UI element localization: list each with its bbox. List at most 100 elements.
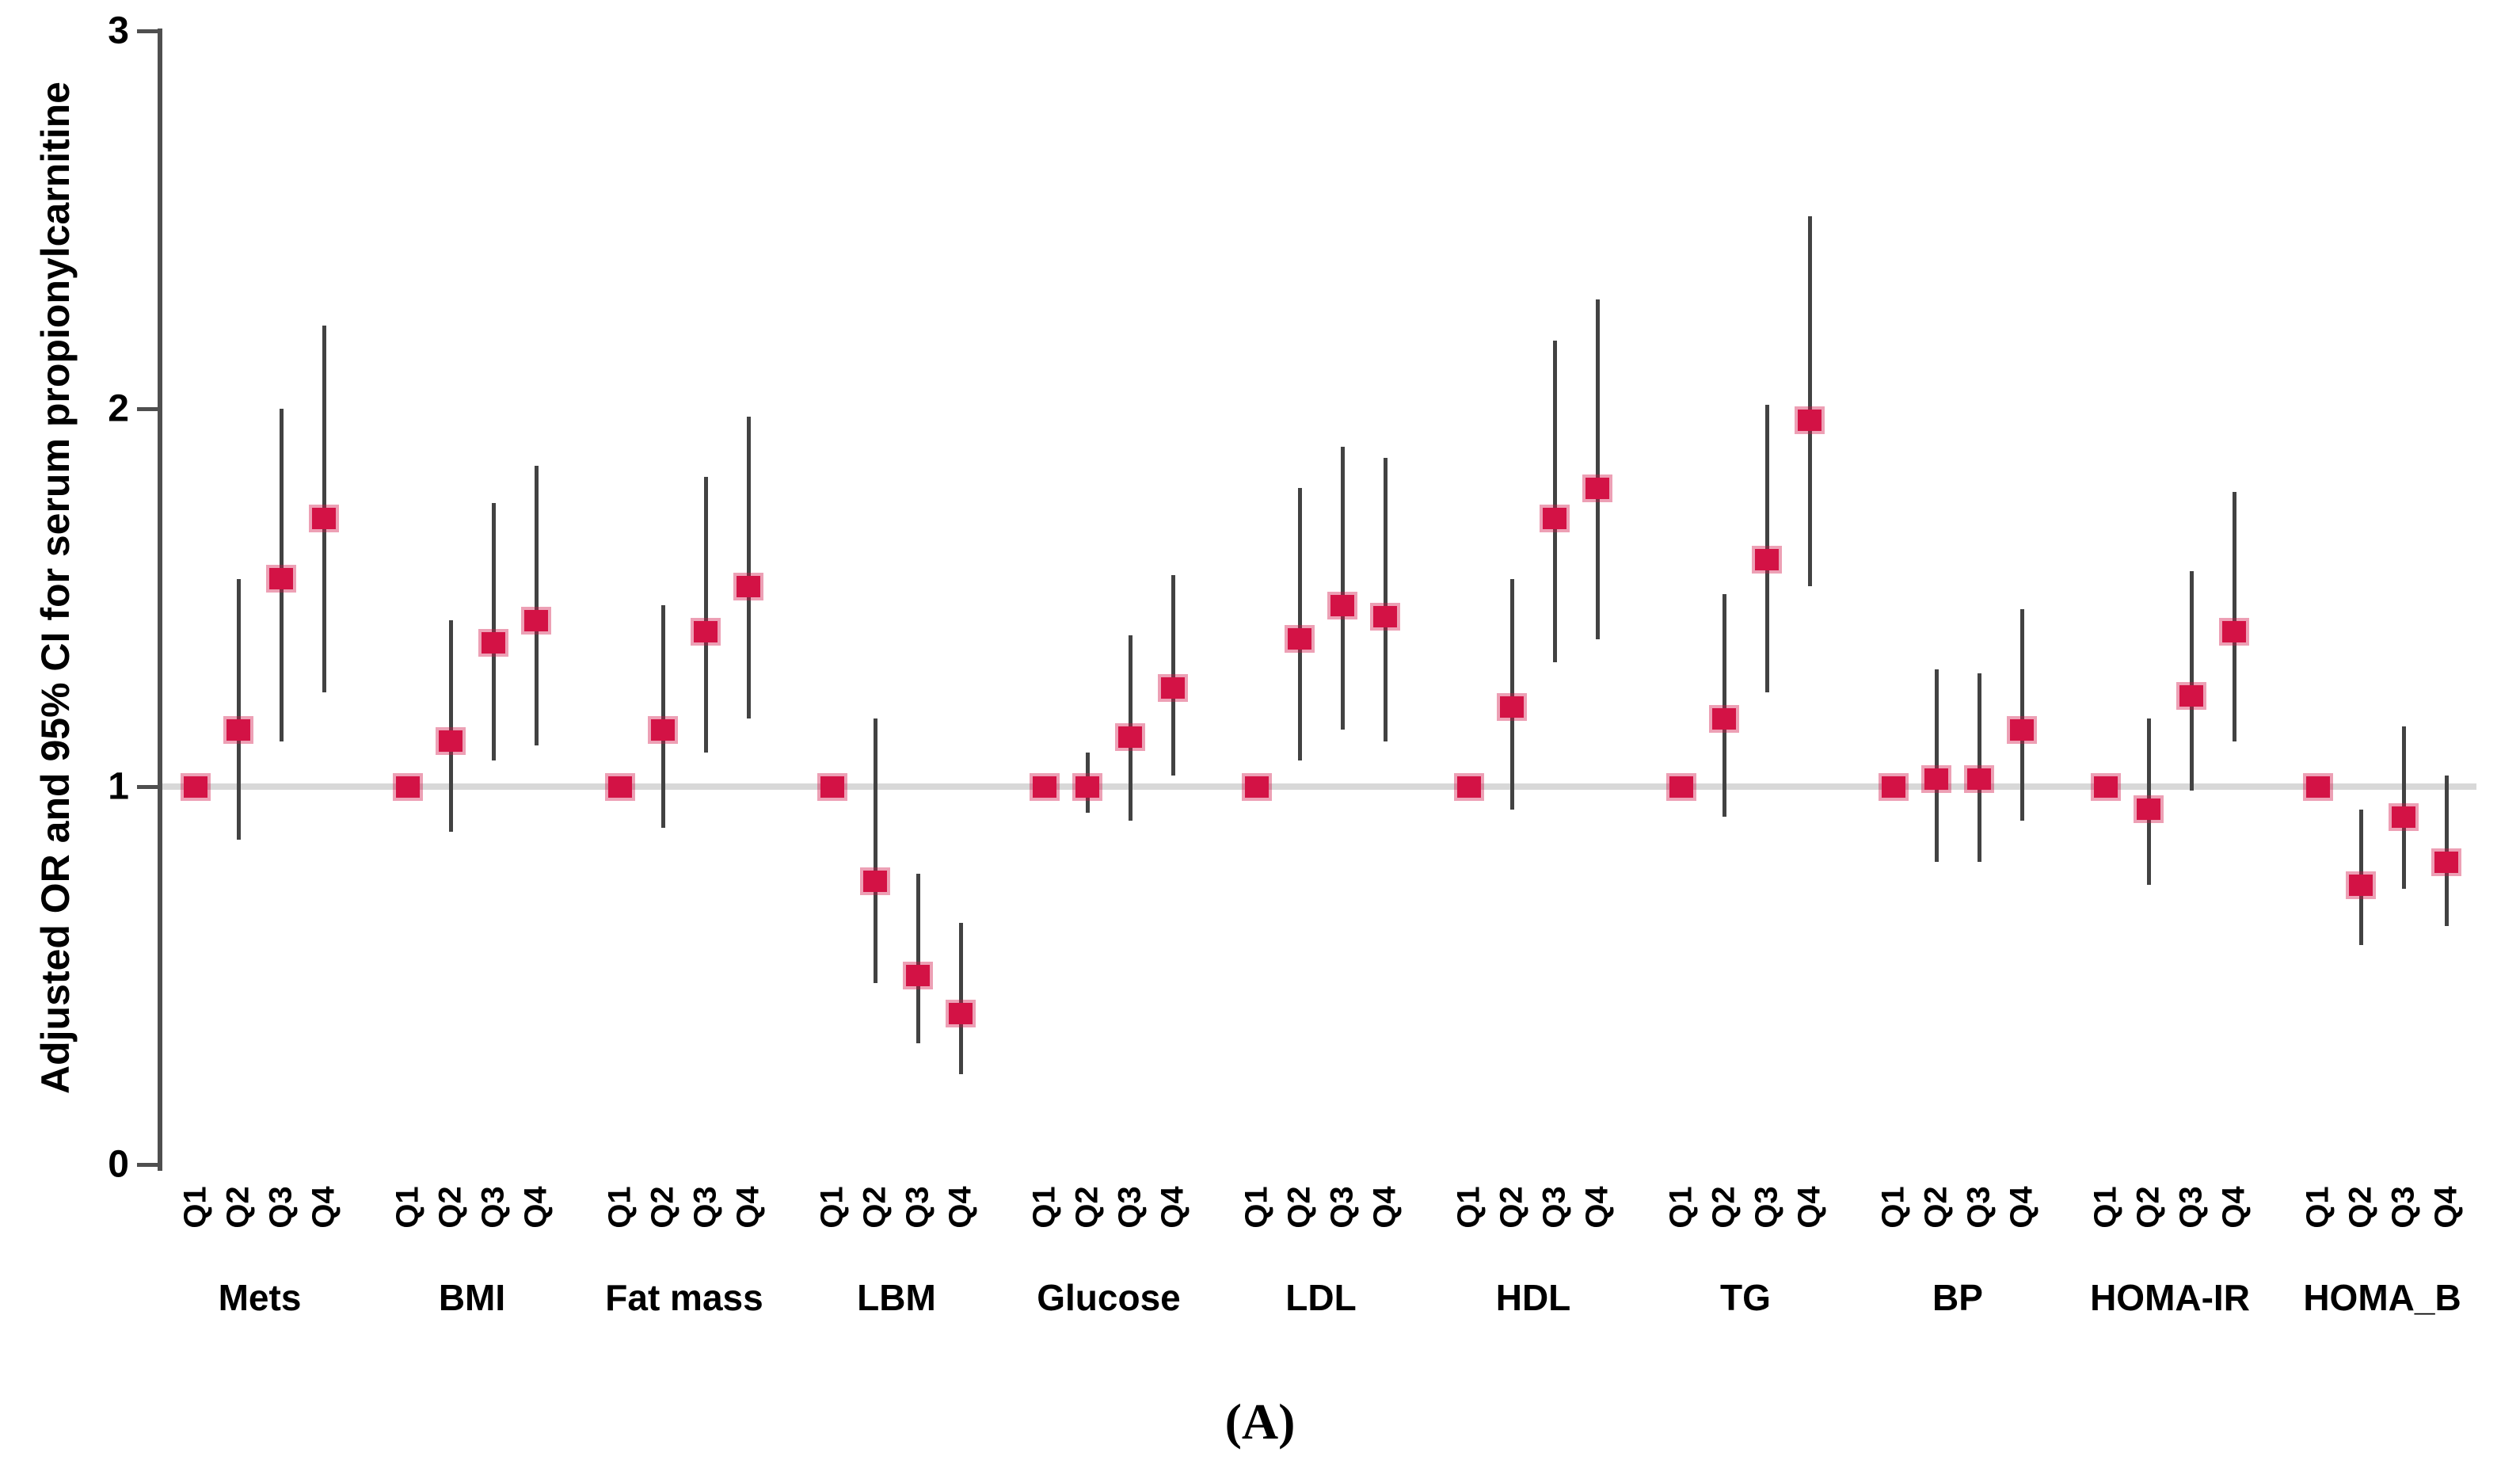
- or-marker: [1075, 776, 1099, 798]
- group-label: LBM: [857, 1277, 936, 1318]
- group-label: Glucose: [1037, 1277, 1181, 1318]
- or-marker: [2349, 874, 2373, 896]
- x-tick-label-quartile: Q4: [942, 1186, 978, 1229]
- ci-whisker: [2020, 608, 2024, 821]
- x-tick-label-quartile: Q2: [2130, 1186, 2166, 1229]
- or-marker: [1882, 776, 1905, 798]
- x-tick-label-quartile: Q3: [900, 1186, 935, 1229]
- y-tick-2: [137, 407, 158, 411]
- or-marker: [1373, 605, 1397, 627]
- x-tick-label-quartile: Q1: [1026, 1186, 1062, 1229]
- x-tick-label-quartile: Q1: [814, 1186, 850, 1229]
- or-marker: [524, 609, 548, 631]
- ci-whisker: [1171, 574, 1175, 776]
- x-tick-label-quartile: Q2: [1918, 1186, 1954, 1229]
- or-marker: [694, 620, 718, 642]
- group-label: HDL: [1495, 1277, 1571, 1318]
- or-marker: [269, 568, 293, 590]
- x-tick-label-quartile: Q3: [1112, 1186, 1148, 1229]
- x-tick-label-quartile: Q4: [1791, 1186, 1827, 1229]
- ci-whisker: [1723, 593, 1726, 818]
- x-tick-label-quartile: Q4: [1155, 1186, 1190, 1229]
- x-tick-label-quartile: Q4: [2428, 1186, 2464, 1229]
- group-label: Mets: [218, 1277, 302, 1318]
- or-marker: [1118, 726, 1142, 749]
- or-marker: [2392, 806, 2415, 828]
- or-marker: [1161, 677, 1185, 699]
- x-tick-label-quartile: Q3: [1536, 1186, 1572, 1229]
- ci-whisker: [874, 718, 877, 984]
- y-tick-label-3: 3: [108, 10, 129, 52]
- x-tick-label-quartile: Q1: [1451, 1186, 1486, 1229]
- group-label: HOMA-IR: [2090, 1277, 2250, 1318]
- or-marker: [2010, 718, 2034, 741]
- x-tick-label-quartile: Q2: [2343, 1186, 2378, 1229]
- x-tick-label-quartile: Q3: [2173, 1186, 2209, 1229]
- or-marker: [737, 575, 760, 597]
- reference-line-or-1: [162, 783, 2476, 790]
- or-marker: [1924, 768, 1948, 790]
- group-label: HOMA_B: [2303, 1277, 2461, 1318]
- ci-whisker: [2233, 491, 2236, 741]
- group-label: LDL: [1285, 1277, 1357, 1318]
- x-tick-label-quartile: Q4: [730, 1186, 766, 1229]
- x-tick-label-quartile: Q1: [1663, 1186, 1699, 1229]
- x-tick-label-quartile: Q3: [687, 1186, 723, 1229]
- x-tick-label-quartile: Q2: [1069, 1186, 1105, 1229]
- x-tick-label-quartile: Q2: [1281, 1186, 1317, 1229]
- or-marker: [2306, 776, 2330, 798]
- x-tick-label-quartile: Q4: [2216, 1186, 2252, 1229]
- or-marker: [949, 1002, 973, 1024]
- or-marker: [1585, 477, 1609, 499]
- or-marker: [1288, 628, 1311, 650]
- ci-whisker: [237, 578, 241, 840]
- ci-whisker: [492, 503, 496, 760]
- or-marker: [226, 718, 250, 741]
- or-marker: [1457, 776, 1481, 798]
- y-tick-label-2: 2: [108, 387, 129, 430]
- x-tick-label-quartile: Q2: [432, 1186, 468, 1229]
- or-marker: [2222, 620, 2246, 642]
- x-tick-label-quartile: Q2: [857, 1186, 893, 1229]
- ci-whisker: [1553, 341, 1557, 662]
- or-marker: [482, 632, 505, 654]
- ci-whisker: [704, 476, 708, 753]
- y-tick-3: [137, 29, 158, 33]
- or-marker: [1967, 768, 1991, 790]
- group-label: TG: [1720, 1277, 1771, 1318]
- y-axis-title: Adjusted OR and 95% CI for serum propion…: [33, 82, 78, 1094]
- group-label: BMI: [438, 1277, 506, 1318]
- x-tick-label-quartile: Q1: [2088, 1186, 2123, 1229]
- ci-whisker: [661, 605, 665, 829]
- or-marker: [1330, 594, 1354, 616]
- or-marker: [1033, 776, 1056, 798]
- ci-whisker: [1384, 458, 1388, 741]
- or-marker: [1755, 549, 1779, 571]
- or-marker: [2434, 851, 2458, 873]
- ci-whisker: [449, 620, 453, 833]
- x-tick-label-quartile: Q4: [518, 1186, 554, 1229]
- x-tick-label-quartile: Q3: [1961, 1186, 1997, 1229]
- ci-whisker: [1808, 215, 1812, 587]
- x-tick-label-quartile: Q3: [1324, 1186, 1360, 1229]
- x-tick-label-quartile: Q2: [220, 1186, 256, 1229]
- or-marker: [608, 776, 632, 798]
- ci-whisker: [1298, 488, 1302, 760]
- x-tick-label-quartile: Q4: [2004, 1186, 2039, 1229]
- or-marker: [2137, 798, 2160, 821]
- ci-whisker: [1596, 299, 1600, 639]
- or-marker: [1712, 707, 1736, 730]
- ci-whisker: [1978, 673, 1981, 863]
- x-tick-label-quartile: Q1: [390, 1186, 425, 1229]
- or-marker: [820, 776, 844, 798]
- ci-whisker: [2190, 571, 2194, 791]
- y-tick-1: [137, 785, 158, 789]
- y-tick-label-0: 0: [108, 1143, 129, 1186]
- x-tick-label-quartile: Q4: [1579, 1186, 1615, 1229]
- x-tick-label-quartile: Q4: [306, 1186, 341, 1229]
- ci-whisker: [1341, 446, 1345, 730]
- ci-whisker: [1935, 669, 1939, 863]
- x-tick-label-quartile: Q3: [475, 1186, 511, 1229]
- or-marker: [1500, 696, 1524, 718]
